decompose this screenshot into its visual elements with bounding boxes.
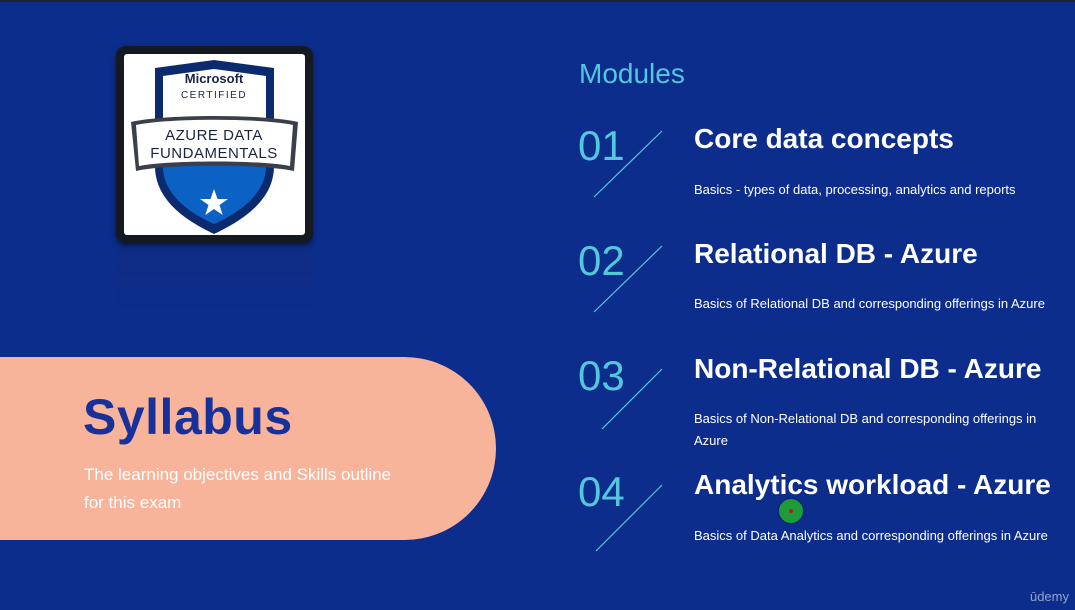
divider-slash-icon xyxy=(593,245,663,313)
module-number: 04 xyxy=(578,468,625,515)
module-description: Basics - types of data, processing, anal… xyxy=(694,182,1016,197)
syllabus-subtitle: The learning objectives and Skills outli… xyxy=(84,461,424,517)
syllabus-subtitle-line2: for this exam xyxy=(84,493,182,512)
module-number: 02 xyxy=(578,237,625,284)
module-title: Core data concepts xyxy=(694,123,954,154)
badge-line1-text: AZURE DATA xyxy=(165,127,263,144)
module-description: Basics of Data Analytics and correspondi… xyxy=(694,528,1048,543)
udemy-watermark: ūdemy xyxy=(1029,589,1069,604)
module-description: Basics of Relational DB and correspondin… xyxy=(694,296,1045,311)
badge-brand-text: Microsoft xyxy=(185,71,244,86)
badge-certified-text: CERTIFIED xyxy=(181,90,247,101)
badge-line2-text: FUNDAMENTALS xyxy=(150,145,277,162)
syllabus-title: Syllabus xyxy=(83,389,293,445)
module-title: Non-Relational DB - Azure xyxy=(694,353,1042,384)
top-border xyxy=(0,0,1075,2)
divider-slash-icon xyxy=(595,484,663,552)
module-title: Relational DB - Azure xyxy=(694,238,978,269)
divider-slash-icon xyxy=(601,368,663,429)
syllabus-banner xyxy=(0,357,496,540)
module-description: Basics of Non-Relational DB and correspo… xyxy=(694,411,1037,448)
badge-reflection xyxy=(116,247,313,307)
module-number: 01 xyxy=(578,122,625,169)
badge-panel: Microsoft CERTIFIED AZURE DATA FUNDAMENT… xyxy=(124,54,305,235)
shield-badge-icon: Microsoft CERTIFIED AZURE DATA FUNDAMENT… xyxy=(131,60,298,234)
syllabus-subtitle-line1: The learning objectives and Skills outli… xyxy=(84,465,392,484)
module-number: 03 xyxy=(578,352,625,399)
certification-badge: Microsoft CERTIFIED AZURE DATA FUNDAMENT… xyxy=(116,46,313,243)
module-title: Analytics workload - Azure xyxy=(694,469,1051,500)
divider-slash-icon xyxy=(593,130,663,198)
modules-heading: Modules xyxy=(579,58,685,89)
pointer-indicator xyxy=(779,499,803,523)
